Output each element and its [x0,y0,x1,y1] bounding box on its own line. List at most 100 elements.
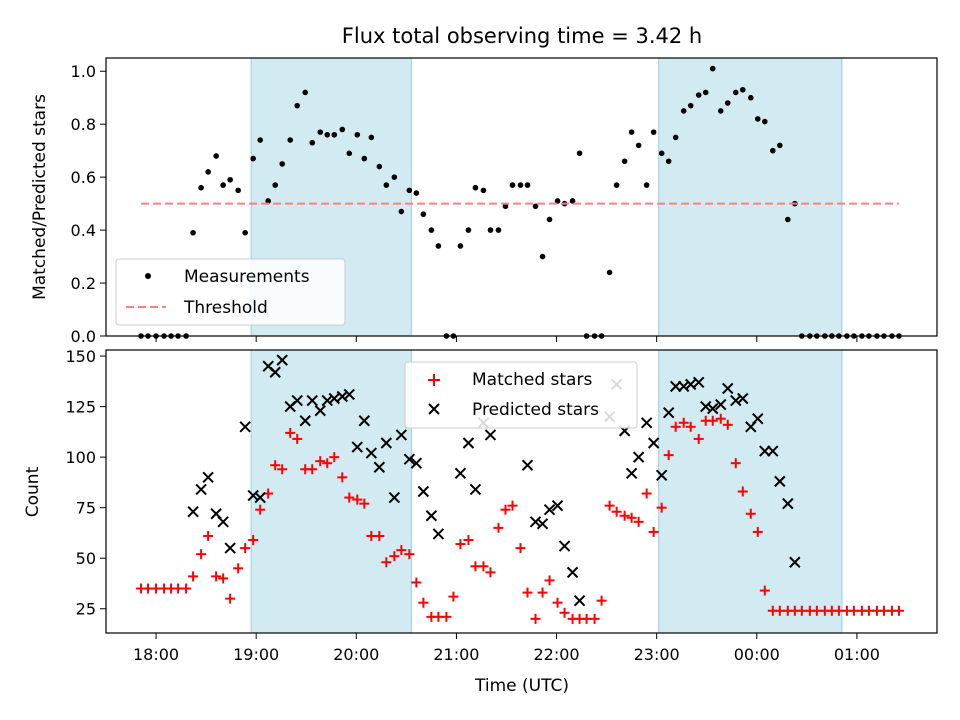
predicted-star-point [403,453,416,465]
predicted-star-point [484,429,497,441]
y-axis-label: Count [23,466,43,517]
matched-star-point [233,563,244,574]
legend-marker-matched [428,374,440,386]
marker-stroke [700,400,712,413]
measurement-point [680,108,687,114]
marker-stroke [543,503,556,516]
marker-stroke [469,483,482,496]
predicted-star-point [432,528,445,540]
matched-star-point [737,486,748,497]
measurement-point [428,227,435,233]
chart-title: Flux total observing time = 3.42 h [342,24,702,48]
measurement-point [724,100,731,106]
matched-star-point [203,530,214,541]
measurement-point [621,158,628,165]
matched-star-point [648,526,659,537]
matched-star-point [225,593,236,604]
marker-stroke [662,406,675,419]
predicted-star-point [417,485,430,498]
marker-stroke [239,421,251,433]
marker-stroke [210,508,222,520]
marker-stroke [425,510,438,522]
x-axis-ticks [155,336,858,342]
legend-label-predicted: Predicted stars [472,400,599,420]
predicted-star-point [358,415,371,427]
marker-stroke [247,489,259,502]
matched-star-point [515,543,526,554]
y-axis-label: Matched/Predicted stars [30,94,50,300]
x-axis-label: Time (UTC) [474,676,569,696]
marker-stroke [655,469,668,482]
measurement-point [635,142,642,149]
marker-stroke [484,429,497,441]
matched-star-point [663,450,674,461]
marker-stroke [410,457,423,469]
matched-star-point [329,452,340,463]
measurement-point [717,108,724,114]
matched-star-point [707,415,718,426]
matched-star-point [589,613,600,624]
shaded-span [658,349,843,634]
measurement-point [413,190,420,196]
bottom-panel: 25 50 75 100 125 150 18:00 19:00 20:00 21:00 22:0… [23,347,938,696]
measurement-point [532,203,539,210]
predicted-star-point [395,429,408,441]
y-tick-label: 1.0 [71,62,96,81]
predicted-star-point [789,556,801,568]
measurement-point [480,187,487,194]
marker-stroke [358,415,371,427]
measurement-point [672,134,679,141]
matched-star-point [530,613,541,624]
matched-star-point [181,583,192,594]
measurement-point [294,102,301,109]
series-layer [138,65,902,339]
matched-star-point [559,607,570,618]
marker-stroke [380,437,393,449]
matched-star-point [307,464,318,475]
measurement-point [339,126,346,133]
matched-star-point [685,421,696,432]
measurement-point [309,139,316,146]
marker-stroke [276,354,288,366]
legend-box [404,361,638,429]
y-tick-label: 150 [65,347,96,366]
predicted-star-point [536,518,549,530]
predicted-star-point [224,542,236,554]
matched-star-point [552,597,563,608]
matched-star-point [248,535,259,546]
marker-stroke [722,382,734,395]
predicted-star-point [662,406,675,419]
marker-stroke [730,394,742,407]
measurement-point [761,118,768,125]
predicted-star-point [321,394,333,407]
measurement-point [770,147,776,154]
matched-star-point [544,575,555,586]
measurement-point [785,216,791,223]
matched-star-point [389,551,400,562]
marker-stroke [432,528,445,540]
measurement-point [227,176,233,183]
measurement-point [331,131,338,138]
predicted-star-point [774,475,786,488]
measurement-point [702,89,709,96]
marker-stroke [789,556,801,568]
predicted-star-point [410,457,423,469]
measurement-point [376,163,383,170]
matched-star-point [596,595,607,606]
x-tick-label: 18:00 [133,645,179,664]
marker-stroke [454,467,467,480]
predicted-star-point [647,437,660,449]
y-tick-label: 0.4 [71,221,96,240]
marker-stroke [388,491,401,504]
measurement-point [406,187,413,194]
measurement-point [613,182,620,188]
predicted-star-point [351,441,364,453]
measurement-point [732,89,739,96]
matched-star-point [396,545,407,556]
shaded-span [250,349,412,634]
top-panel: Flux total observing time = 3.42 h 0.00.… [30,24,938,346]
marker-stroke [693,376,705,389]
predicted-star-point [529,516,542,528]
measurement-point [205,169,211,175]
matched-star-point [752,526,763,537]
